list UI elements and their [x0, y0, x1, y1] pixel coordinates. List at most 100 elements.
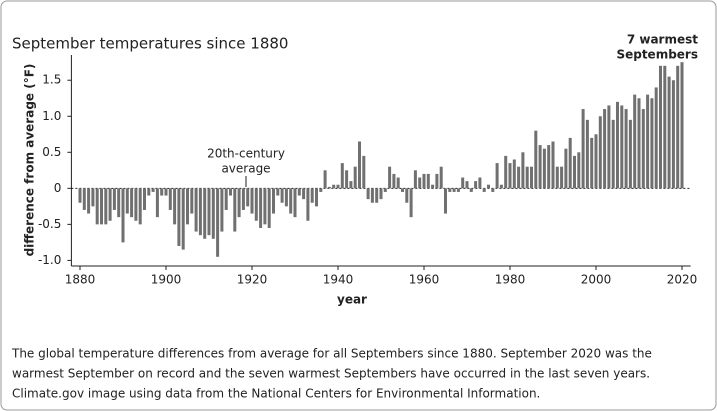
bar: [220, 188, 224, 232]
bar: [603, 109, 607, 189]
bar: [400, 188, 405, 192]
bar: [271, 188, 276, 214]
bar: [224, 188, 228, 210]
bar: [598, 116, 602, 189]
x-axis-label: year: [337, 293, 367, 307]
bar: [78, 188, 82, 203]
x-tick-label: 1980: [495, 273, 526, 287]
bar: [366, 188, 370, 200]
bar: [82, 188, 86, 210]
bar: [250, 188, 254, 214]
bar: [542, 148, 546, 189]
bar: [388, 166, 392, 189]
bar: [349, 181, 353, 189]
bar: [267, 188, 271, 228]
bar: [353, 166, 357, 189]
annotation: 20th-century: [207, 147, 285, 161]
bar: [216, 188, 220, 257]
annotation: Septembers: [616, 48, 698, 62]
bar: [628, 119, 632, 189]
bar: [551, 141, 555, 189]
y-tick-label: -1.0: [38, 253, 61, 267]
bar: [547, 145, 551, 189]
bar: [478, 177, 482, 189]
caption: The global temperature differences from …: [11, 347, 652, 361]
bar: [637, 98, 641, 189]
bar: [624, 109, 628, 189]
bar: [345, 170, 349, 189]
bar: [620, 105, 624, 189]
x-tick-label: 1920: [237, 273, 268, 287]
bar: [211, 188, 215, 239]
bar: [164, 188, 168, 196]
bar: [362, 155, 366, 189]
bar: [112, 188, 116, 210]
bar: [508, 163, 512, 189]
bar: [130, 188, 134, 218]
bar: [650, 98, 654, 189]
y-tick-label: 0.5: [42, 145, 61, 159]
bar: [452, 188, 456, 192]
bar: [525, 166, 529, 189]
bar: [646, 94, 650, 189]
chart-title: September temperatures since 1880: [12, 35, 288, 53]
bar: [207, 188, 211, 236]
bar: [228, 188, 233, 196]
bar: [117, 188, 121, 218]
caption: warmest September on record and the seve…: [12, 367, 650, 381]
x-tick-label: 1940: [323, 273, 354, 287]
bar: [177, 188, 181, 246]
bar: [392, 173, 396, 189]
bar: [155, 188, 159, 218]
bar: [259, 188, 263, 228]
bar: [504, 155, 508, 189]
bar: [560, 166, 564, 189]
x-tick-label: 1880: [65, 273, 96, 287]
bar: [680, 62, 684, 189]
x-tick-label: 1900: [151, 273, 182, 287]
y-tick-label: -0.5: [38, 217, 61, 231]
bar: [185, 188, 190, 225]
bar: [181, 188, 185, 250]
bar: [581, 109, 585, 189]
bar: [448, 188, 452, 192]
bar: [263, 188, 267, 225]
bar: [594, 134, 598, 189]
x-tick-label: 1960: [409, 273, 440, 287]
bar: [590, 137, 594, 189]
bar: [633, 94, 637, 189]
bar: [357, 141, 362, 189]
bar: [198, 188, 202, 236]
bar: [327, 186, 331, 189]
bar: [125, 188, 129, 214]
bar: [383, 188, 387, 192]
bar: [173, 188, 177, 225]
bar: [641, 109, 645, 189]
bar: [314, 188, 319, 207]
bar: [246, 188, 250, 207]
bar: [555, 166, 559, 189]
bar: [663, 65, 667, 189]
bar: [443, 188, 448, 214]
bar: [306, 188, 310, 221]
bar: [323, 170, 327, 189]
bar: [233, 188, 237, 232]
bar: [465, 181, 469, 189]
bar: [151, 188, 155, 192]
bar: [379, 188, 383, 200]
bar: [418, 177, 422, 189]
bar: [431, 184, 435, 189]
bar: [534, 130, 538, 189]
bar: [521, 152, 525, 189]
bar: [104, 188, 108, 225]
bar: [160, 188, 164, 196]
bar: [409, 188, 413, 218]
bar: [667, 76, 671, 189]
bar: [568, 137, 572, 189]
bar: [413, 170, 417, 189]
bar: [405, 188, 409, 203]
bar: [194, 188, 198, 232]
bar: [676, 65, 680, 189]
bar: [280, 188, 284, 203]
bar: [284, 188, 288, 207]
